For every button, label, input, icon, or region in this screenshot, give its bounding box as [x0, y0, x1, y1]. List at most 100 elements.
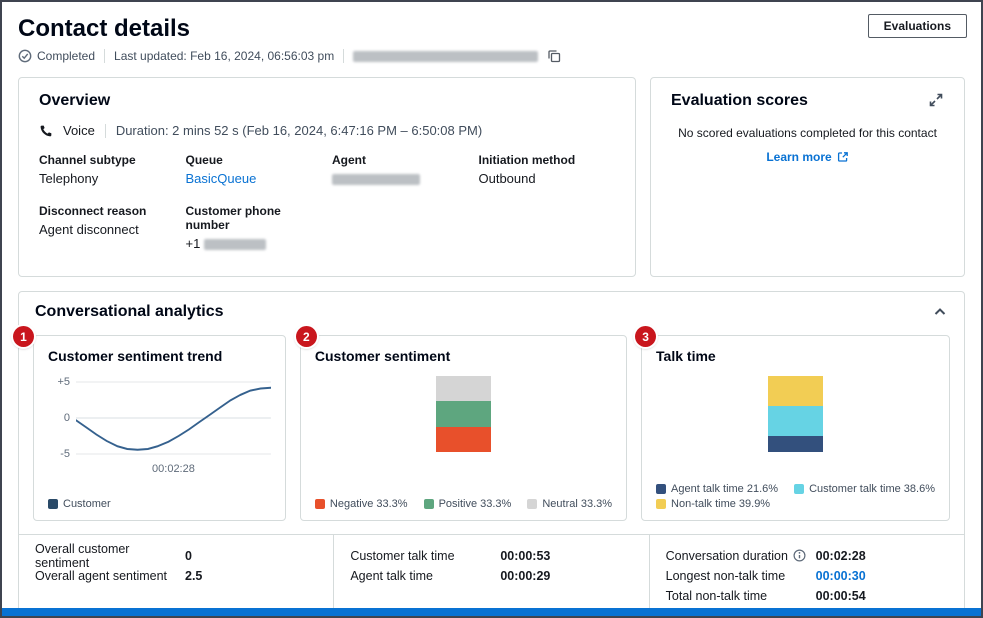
field-initiation-method: Initiation method Outbound	[479, 153, 616, 186]
legend-item-agent-talk: Agent talk time 21.6%	[656, 483, 778, 495]
legend-label: Customer talk time 38.6%	[809, 483, 935, 495]
sentiment-trend-panel: 1 Customer sentiment trend +5 0 -5 00:02…	[13, 326, 286, 521]
x-tick-label: 00:02:28	[152, 463, 195, 475]
talk-time-chart	[656, 372, 935, 453]
redacted-contact-id	[353, 50, 539, 62]
field-customer-phone: Customer phone number +1	[186, 204, 323, 251]
top-cards-row: Overview Voice Duration: 2 mins 52 s (Fe…	[2, 63, 981, 291]
last-updated-text: Last updated: Feb 16, 2024, 06:56:03 pm	[114, 49, 335, 63]
legend-label: Neutral 33.3%	[542, 498, 613, 510]
chart-title: Customer sentiment trend	[48, 348, 223, 364]
summary-row: Conversation duration 00:02:28	[666, 547, 948, 564]
learn-more-link[interactable]: Learn more	[766, 150, 848, 164]
summary-label: Conversation duration	[666, 549, 816, 563]
legend-item-neutral: Neutral 33.3%	[527, 498, 612, 510]
longest-non-talk-link[interactable]: 00:00:30	[815, 568, 866, 583]
bar-segment	[435, 426, 491, 452]
legend-swatch	[656, 484, 667, 494]
summary-row: Overall customer sentiment 0	[35, 542, 317, 570]
legend-item-customer: Customer	[48, 498, 111, 510]
summary-label-text: Conversation duration	[665, 548, 788, 563]
summary-row: Overall agent sentiment 2.5	[35, 567, 317, 584]
field-label: Disconnect reason	[39, 204, 147, 218]
legend-label: Customer	[63, 498, 111, 510]
legend-swatch	[656, 499, 667, 509]
talk-time-panel: 3 Talk time Agent talk time 21.6% Custom…	[635, 326, 950, 521]
legend-swatch	[48, 499, 58, 509]
y-tick-label: 0	[63, 412, 70, 424]
stacked-bar	[435, 376, 491, 452]
status-badge-label: Completed	[37, 49, 96, 63]
check-circle-icon	[18, 49, 32, 63]
page-header: Contact details Evaluations	[2, 2, 981, 44]
phone-icon	[40, 125, 52, 136]
summary-value: 0	[185, 548, 192, 563]
bar-segment	[435, 401, 491, 427]
summary-value: 2.5	[185, 568, 203, 583]
bar-segment	[768, 435, 824, 453]
queue-link[interactable]: BasicQueue	[185, 171, 257, 186]
summary-col-duration: Conversation duration 00:02:28 Longest n…	[648, 535, 964, 615]
sentiment-trend-plot	[76, 381, 271, 455]
duration-text: Duration: 2 mins 52 s (Feb 16, 2024, 6:4…	[115, 123, 483, 138]
phone-prefix: +1	[185, 236, 201, 251]
field-value: Outbound	[478, 171, 536, 186]
customer-sentiment-panel: 2 Customer sentiment Negative 33.3% Posi…	[295, 326, 628, 521]
divider	[104, 49, 106, 63]
summary-row: Agent talk time 00:00:29	[350, 567, 632, 584]
divider	[343, 49, 345, 63]
evaluation-scores-title: Evaluation scores	[671, 92, 808, 109]
learn-more-label: Learn more	[766, 150, 832, 164]
divider	[104, 123, 106, 138]
field-label: Queue	[185, 153, 223, 167]
collapse-chevron-icon[interactable]	[932, 304, 948, 320]
legend-label: Negative 33.3%	[329, 498, 408, 510]
summary-value: 00:00:53	[500, 548, 551, 563]
callout-badge-1: 1	[13, 326, 34, 347]
legend-swatch	[794, 484, 805, 494]
legend-item-customer-talk: Customer talk time 38.6%	[794, 483, 935, 495]
summary-label: Overall agent sentiment	[35, 568, 168, 583]
legend-swatch	[527, 499, 538, 509]
channel-row: Voice Duration: 2 mins 52 s (Feb 16, 202…	[39, 123, 615, 138]
charts-row: 1 Customer sentiment trend +5 0 -5 00:02…	[13, 326, 964, 534]
overview-card: Overview Voice Duration: 2 mins 52 s (Fe…	[18, 77, 636, 277]
field-value: Agent disconnect	[39, 222, 139, 237]
legend-swatch	[314, 499, 325, 509]
overview-fields: Channel subtype Telephony Queue BasicQue…	[39, 153, 615, 251]
summary-label: Overall customer sentiment	[35, 541, 130, 570]
summary-row: Customer talk time 00:00:53	[350, 547, 632, 564]
field-label: Initiation method	[478, 153, 576, 167]
summary-label: Longest non-talk time	[665, 568, 786, 583]
sentiment-trend-chart: +5 0 -5	[48, 376, 271, 460]
bar-segment	[768, 376, 824, 407]
chart-title: Customer sentiment	[314, 348, 451, 364]
y-tick-label: +5	[57, 376, 70, 388]
customer-sentiment-chart	[315, 372, 612, 452]
sentiment-trend-line	[76, 386, 271, 451]
field-channel-subtype: Channel subtype Telephony	[39, 153, 176, 186]
field-label: Customer phone number	[185, 204, 281, 232]
chart-title: Talk time	[656, 348, 716, 364]
summary-label: Total non-talk time	[665, 588, 768, 603]
evaluations-button[interactable]: Evaluations	[867, 14, 967, 38]
legend-item-positive: Positive 33.3%	[423, 498, 511, 510]
evaluation-empty-message: No scored evaluations completed for this…	[678, 126, 937, 140]
legend-item-negative: Negative 33.3%	[314, 498, 408, 510]
conversational-analytics-card: Conversational analytics 1 Customer sent…	[13, 291, 965, 616]
copy-icon[interactable]	[547, 49, 561, 63]
analytics-title: Conversational analytics	[35, 303, 224, 320]
field-value: +1	[186, 236, 323, 251]
expand-icon[interactable]	[928, 92, 944, 108]
summary-label: Agent talk time	[350, 568, 434, 583]
info-icon[interactable]	[793, 549, 806, 562]
summary-row: Longest non-talk time 00:00:30	[666, 567, 948, 584]
callout-badge-3: 3	[635, 326, 657, 347]
summary-value: 00:02:28	[815, 548, 866, 563]
summary-value: 00:00:29	[500, 568, 551, 583]
bar-segment	[768, 406, 824, 436]
field-agent: Agent	[332, 153, 469, 186]
field-label: Channel subtype	[39, 153, 136, 167]
field-value: Telephony	[39, 171, 99, 186]
